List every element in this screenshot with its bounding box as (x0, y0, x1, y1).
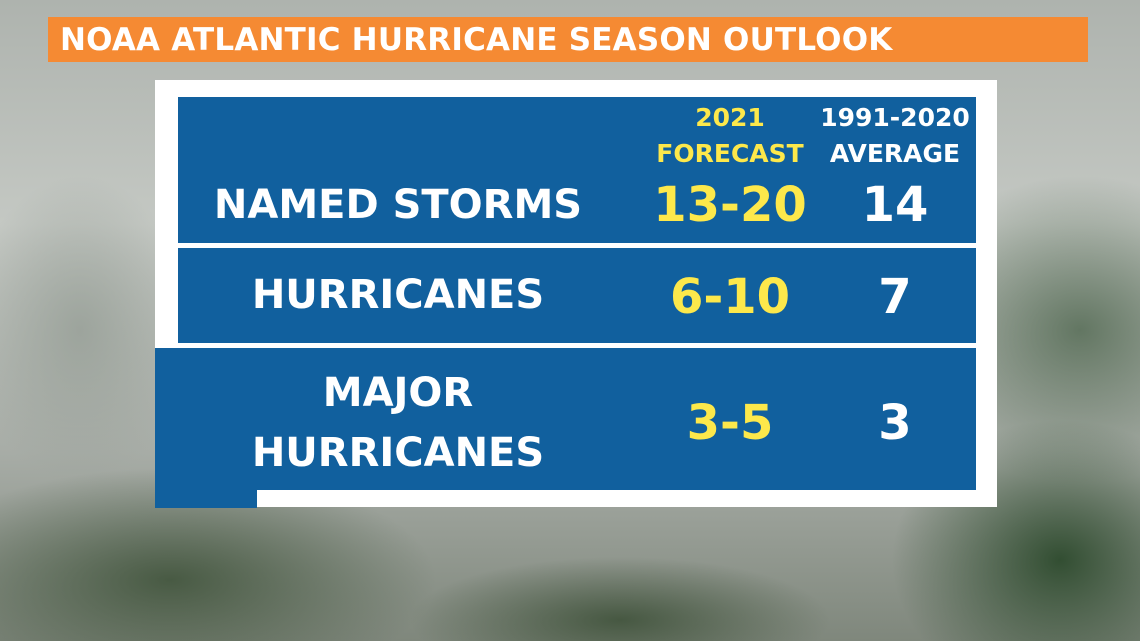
average-header-label: AVERAGE (829, 139, 961, 168)
average-value-hurricanes: 7 (878, 269, 912, 325)
average-value-major-hurricanes: 3 (878, 395, 912, 451)
forecast-header-label: FORECAST (656, 139, 804, 168)
average-header-years: 1991-2020 (820, 103, 970, 132)
graphic-title: NOAA ATLANTIC HURRICANE SEASON OUTLOOK (60, 22, 893, 58)
table-row-named-storms (178, 97, 976, 243)
table-row-hurricanes (178, 248, 976, 343)
row-label-major: MAJOR (322, 370, 474, 416)
forecast-value-major-hurricanes: 3-5 (686, 395, 774, 451)
row-label-major-hurricanes: HURRICANES (251, 430, 545, 476)
forecast-value-hurricanes: 6-10 (669, 269, 791, 325)
forecast-header-year: 2021 (695, 103, 765, 132)
row-label-named-storms: NAMED STORMS (213, 182, 583, 228)
forecast-value-named-storms: 13-20 (653, 177, 807, 233)
table-row-major-hurricanes-tab (155, 488, 257, 508)
average-value-named-storms: 14 (861, 177, 929, 233)
title-banner (48, 17, 1088, 62)
row-label-hurricanes: HURRICANES (251, 272, 545, 318)
table-row-major-hurricanes (155, 348, 976, 490)
